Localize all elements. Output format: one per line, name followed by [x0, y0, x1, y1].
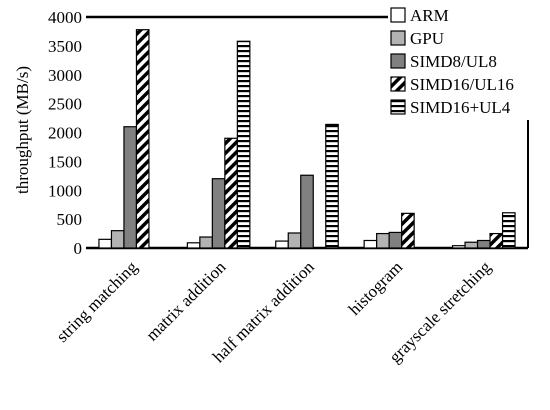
y-tick-label: 2000 [48, 124, 82, 143]
x-category-label: string matching [52, 257, 141, 346]
y-tick-label: 2500 [48, 95, 82, 114]
x-category-label: histogram [345, 257, 407, 319]
legend-label: SIMD16+UL4 [410, 98, 511, 117]
bar-simd16-ul16-4 [489, 232, 504, 249]
legend-swatch [390, 99, 406, 115]
y-tick-label: 1500 [48, 152, 82, 171]
bar-simd8-ul8-0 [123, 126, 138, 249]
x-category-label: matrix addition [142, 257, 230, 345]
y-tick-label: 1000 [48, 181, 82, 200]
y-tick-label: 3500 [48, 37, 82, 56]
bar-simd8-ul8-4 [476, 239, 491, 249]
bar-simd16-ul4-2 [325, 123, 339, 249]
y-axis-title: throughput (MB/s) [13, 66, 32, 194]
legend-label: SIMD8/UL8 [410, 52, 497, 71]
legend-background [388, 0, 548, 120]
bar-arm-4 [451, 245, 466, 249]
bar-arm-1 [186, 242, 201, 249]
bar-simd16-ul4-1 [236, 40, 251, 249]
legend-label: SIMD16/UL16 [410, 75, 514, 94]
bars [98, 29, 516, 249]
bar-simd16-ul16-3 [401, 212, 415, 249]
legend-swatch [390, 30, 406, 46]
legend-swatch [390, 76, 406, 92]
bar-simd8-ul8-2 [300, 174, 314, 249]
y-tick-label: 500 [57, 210, 83, 229]
bar-gpu-4 [464, 241, 479, 249]
bar-simd8-ul8-3 [388, 231, 403, 249]
bar-arm-3 [363, 239, 378, 249]
bar-gpu-2 [287, 232, 302, 249]
y-axis: 0 500 1000 1500 2000 2500 3000 3500 4000 [48, 8, 82, 258]
bar-simd16-ul4-4 [501, 212, 516, 249]
bar-simd16-ul16-0 [135, 29, 150, 249]
bar-gpu-1 [199, 236, 213, 249]
bar-simd16-ul16-1 [224, 137, 238, 249]
bar-simd8-ul8-1 [211, 178, 226, 249]
legend-swatch [390, 53, 406, 69]
bar-gpu-0 [110, 230, 125, 249]
bar-arm-2 [275, 240, 289, 249]
bar-arm-0 [98, 238, 113, 249]
legend: ARM GPU SIMD8/UL8 SIMD16/UL16 SIMD16+UL4 [388, 0, 548, 120]
y-tick-label: 3000 [48, 66, 82, 85]
y-tick-label: 0 [74, 239, 83, 258]
legend-label: GPU [410, 29, 444, 48]
legend-label: ARM [410, 6, 449, 25]
bar-gpu-3 [376, 232, 390, 249]
y-tick-label: 4000 [48, 8, 82, 27]
legend-swatch [390, 7, 406, 23]
